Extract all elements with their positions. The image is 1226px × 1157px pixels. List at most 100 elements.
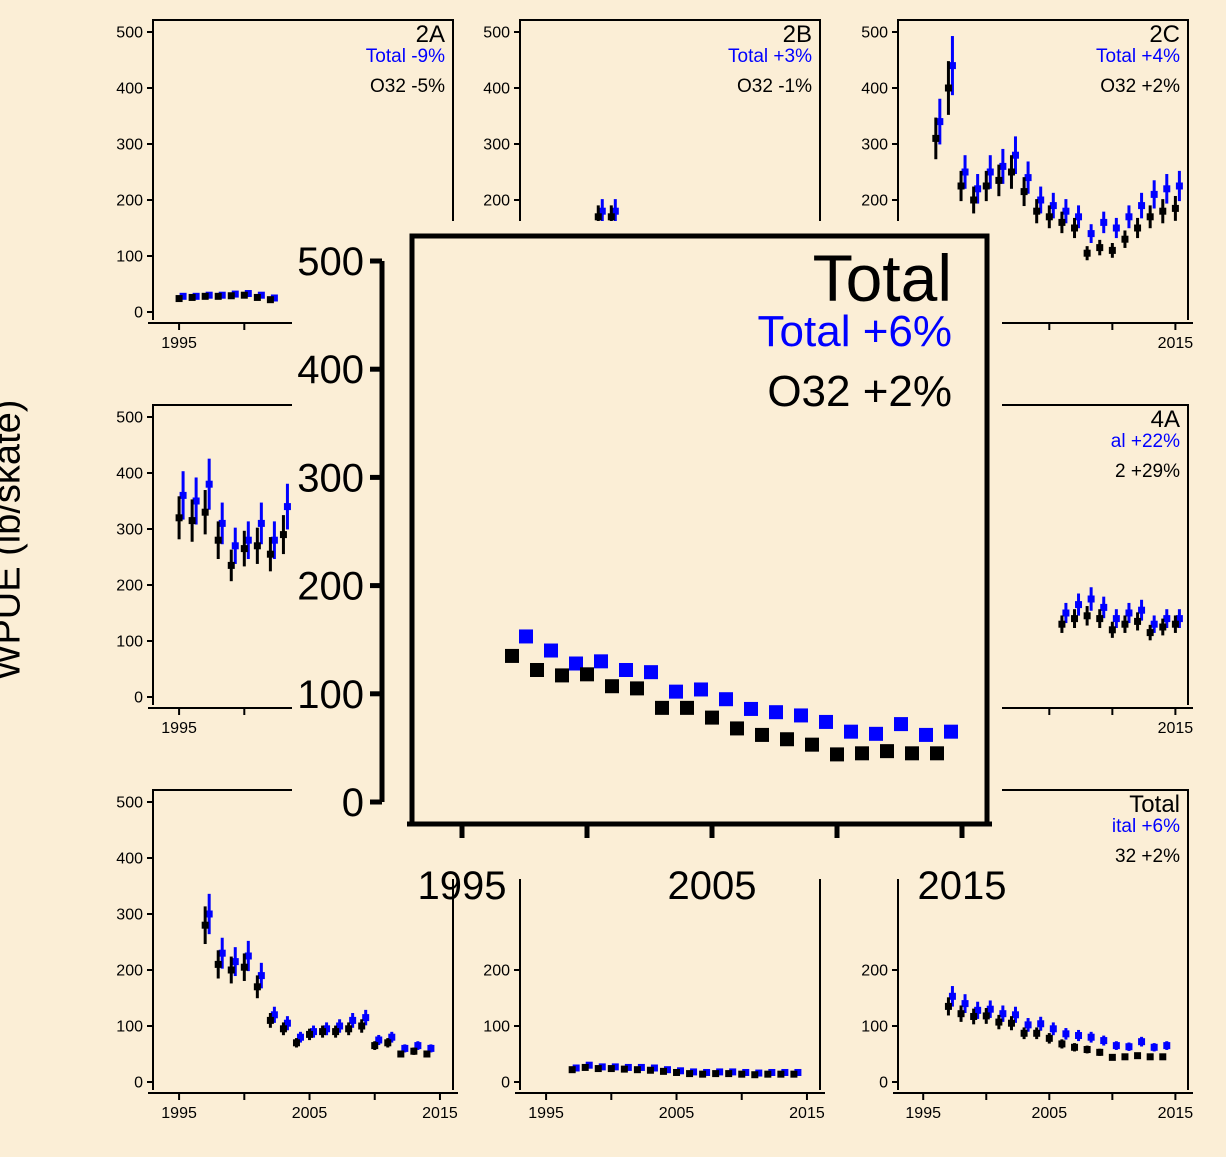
total-point bbox=[244, 536, 252, 544]
o32-point bbox=[944, 1002, 952, 1010]
total-point bbox=[231, 542, 239, 550]
y-tick-label: 300 bbox=[297, 456, 364, 500]
total-point bbox=[744, 701, 758, 716]
o32-point bbox=[982, 1012, 990, 1020]
total-point bbox=[999, 1010, 1007, 1018]
o32-point bbox=[188, 293, 196, 301]
o32-point bbox=[188, 517, 196, 525]
total-point bbox=[690, 1068, 698, 1076]
o32-point bbox=[214, 536, 222, 544]
y-tick-label: 500 bbox=[297, 240, 364, 284]
o32-point bbox=[410, 1047, 418, 1055]
o32-point bbox=[1108, 1053, 1116, 1061]
total-point bbox=[694, 682, 708, 697]
x-tick-label: 2015 bbox=[1158, 335, 1194, 352]
total-point bbox=[1150, 620, 1158, 628]
o32-point bbox=[594, 213, 602, 221]
total-point bbox=[719, 692, 733, 707]
total-point bbox=[1024, 174, 1032, 182]
y-tick-label: 300 bbox=[116, 522, 143, 539]
total-point bbox=[986, 168, 994, 176]
panel-title: 4A bbox=[1151, 406, 1180, 433]
y-tick-label: 400 bbox=[297, 348, 364, 392]
x-tick-label: 2015 bbox=[918, 864, 1007, 908]
y-tick-label: 200 bbox=[861, 963, 888, 980]
total-change-label: al +22% bbox=[1111, 431, 1180, 452]
o32-point bbox=[630, 681, 644, 696]
total-point bbox=[768, 1068, 776, 1076]
total-change-label: Total +4% bbox=[1096, 46, 1180, 67]
total-point bbox=[192, 497, 200, 505]
total-point bbox=[663, 1066, 671, 1074]
total-point bbox=[1163, 615, 1171, 623]
o32-point bbox=[957, 182, 965, 190]
total-point bbox=[1175, 182, 1183, 190]
total-point bbox=[974, 185, 982, 193]
o32-point bbox=[358, 1022, 366, 1030]
o32-point bbox=[730, 721, 744, 736]
o32-point bbox=[725, 1070, 733, 1078]
total-point bbox=[961, 168, 969, 176]
total-point bbox=[794, 1068, 802, 1076]
o32-change-label: O32 +2% bbox=[1100, 76, 1180, 97]
o32-point bbox=[1171, 620, 1179, 628]
total-point bbox=[1125, 609, 1133, 617]
y-tick-label: 300 bbox=[861, 137, 888, 154]
o32-point bbox=[227, 561, 235, 569]
total-point bbox=[257, 519, 265, 527]
total-point bbox=[611, 207, 619, 215]
total-point bbox=[1163, 1042, 1171, 1050]
x-tick-label: 1995 bbox=[161, 1105, 197, 1122]
total-point bbox=[1112, 1042, 1120, 1050]
total-point bbox=[869, 726, 883, 741]
total-change-label: Total -9% bbox=[366, 46, 445, 67]
o32-point bbox=[1146, 213, 1154, 221]
total-point bbox=[1087, 230, 1095, 238]
total-point bbox=[257, 972, 265, 980]
total-point bbox=[944, 724, 958, 739]
total-point bbox=[179, 491, 187, 499]
total-point bbox=[519, 629, 533, 644]
panel-title: 2C bbox=[1149, 21, 1180, 48]
total-point bbox=[1037, 1020, 1045, 1028]
o32-point bbox=[1020, 1029, 1028, 1037]
y-tick-label: 0 bbox=[134, 1075, 143, 1092]
o32-point bbox=[253, 983, 261, 991]
total-point bbox=[231, 290, 239, 298]
total-point bbox=[218, 949, 226, 957]
o32-point bbox=[292, 1039, 300, 1047]
o32-point bbox=[1134, 1052, 1142, 1060]
o32-point bbox=[1071, 224, 1079, 232]
o32-point bbox=[397, 1050, 405, 1058]
o32-point bbox=[655, 700, 669, 715]
total-point bbox=[611, 1063, 619, 1071]
y-tick-label: 400 bbox=[861, 81, 888, 98]
panel-title: Total bbox=[1129, 791, 1180, 818]
total-point bbox=[769, 705, 783, 720]
total-point bbox=[619, 662, 633, 677]
y-tick-label: 200 bbox=[297, 565, 364, 609]
y-tick-label: 200 bbox=[483, 963, 510, 980]
o32-point bbox=[240, 545, 248, 553]
o32-point bbox=[1121, 1053, 1129, 1061]
total-point bbox=[986, 1005, 994, 1013]
total-point bbox=[231, 958, 239, 966]
o32-point bbox=[580, 667, 594, 682]
total-point bbox=[179, 292, 187, 300]
total-point bbox=[1024, 1021, 1032, 1029]
o32-point bbox=[266, 550, 274, 558]
total-point bbox=[650, 1064, 658, 1072]
o32-point bbox=[555, 668, 569, 683]
o32-point bbox=[319, 1028, 327, 1036]
x-tick-label: 2015 bbox=[1158, 1105, 1194, 1122]
o32-point bbox=[1159, 1053, 1167, 1061]
o32-point bbox=[995, 1018, 1003, 1026]
total-point bbox=[1075, 601, 1083, 609]
total-point bbox=[323, 1025, 331, 1033]
o32-point bbox=[227, 966, 235, 974]
total-point bbox=[1138, 1038, 1146, 1046]
x-tick-label: 1995 bbox=[418, 864, 507, 908]
o32-point bbox=[1121, 620, 1129, 628]
